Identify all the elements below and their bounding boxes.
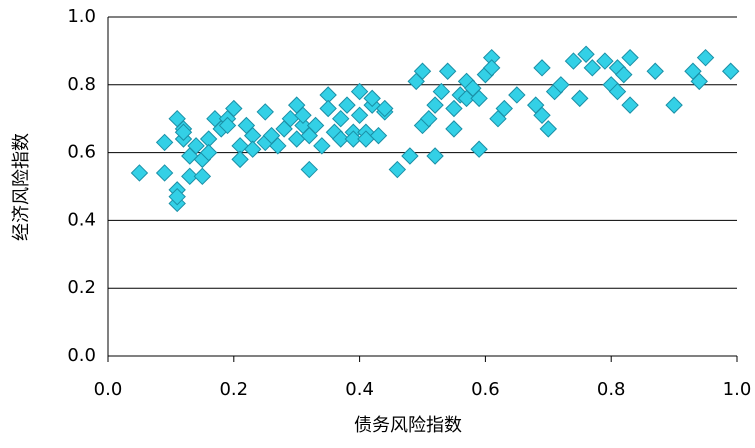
y-tick-label: 0.2 <box>67 277 96 298</box>
point <box>130 164 149 182</box>
point <box>319 99 337 118</box>
y-tick-label: 0.8 <box>67 74 96 95</box>
y-tick-label: 1.0 <box>67 6 96 27</box>
x-tick-label: 0.4 <box>345 379 374 400</box>
point <box>571 89 589 108</box>
point <box>231 150 249 169</box>
y-tick-label: 0.6 <box>67 142 96 163</box>
point <box>665 96 683 114</box>
point <box>564 52 583 70</box>
point <box>426 147 444 165</box>
point <box>552 76 570 94</box>
point <box>344 130 363 148</box>
point <box>369 126 388 145</box>
point <box>438 62 457 80</box>
point <box>696 48 715 67</box>
point <box>313 137 331 155</box>
point <box>445 99 463 118</box>
point <box>225 99 243 118</box>
point <box>533 106 551 125</box>
point <box>621 48 639 67</box>
y-tick-label: 0.4 <box>67 209 96 230</box>
point <box>596 52 614 70</box>
point <box>432 82 451 101</box>
point <box>269 137 287 155</box>
point <box>615 65 633 84</box>
point <box>256 103 274 121</box>
point <box>690 72 708 91</box>
x-axis-label: 债务风险指数 <box>354 415 462 436</box>
point <box>168 187 186 206</box>
point <box>608 82 627 101</box>
point <box>243 140 262 158</box>
point <box>294 106 312 125</box>
point <box>482 59 501 77</box>
x-tick-label: 0.8 <box>597 379 626 400</box>
point <box>420 109 438 128</box>
point <box>621 96 639 114</box>
point <box>193 167 212 186</box>
point <box>388 160 407 179</box>
point <box>445 120 463 138</box>
point <box>401 147 419 165</box>
x-tick-label: 0.6 <box>471 379 500 400</box>
x-tick-label: 0.0 <box>94 379 123 400</box>
y-tick-label: 0.0 <box>67 345 96 366</box>
point <box>338 96 356 114</box>
point <box>306 116 325 135</box>
point <box>470 89 488 108</box>
x-tick-label: 1.0 <box>723 379 752 400</box>
point <box>350 106 369 125</box>
point <box>350 82 369 101</box>
point <box>722 62 740 80</box>
point <box>533 59 551 77</box>
point <box>539 120 558 138</box>
y-axis-label: 经济风险指数 <box>11 133 32 241</box>
point <box>495 99 513 118</box>
point <box>218 116 237 135</box>
point <box>363 89 381 108</box>
point <box>376 99 394 118</box>
point <box>470 140 488 158</box>
point <box>413 62 432 80</box>
x-tick-label: 0.2 <box>219 379 248 400</box>
point <box>187 137 205 155</box>
point <box>577 45 595 63</box>
point <box>199 143 218 162</box>
point <box>155 164 174 182</box>
point <box>181 167 199 186</box>
point <box>155 133 174 152</box>
point <box>332 109 350 128</box>
point <box>426 96 444 114</box>
point <box>583 59 602 77</box>
point <box>508 86 526 104</box>
point <box>332 130 350 148</box>
point <box>300 160 318 179</box>
point <box>646 62 664 80</box>
point <box>174 123 193 141</box>
